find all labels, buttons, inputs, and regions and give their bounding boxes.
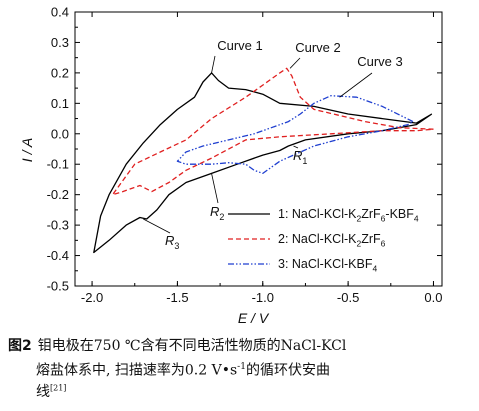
- legend-label-2: 2: NaCl-KCl-K2ZrF6: [278, 232, 386, 249]
- r3-label: R3: [165, 233, 179, 251]
- curve1-leader: [211, 55, 216, 73]
- curve1-label: Curve 1: [217, 38, 263, 53]
- caption-line2-sup: -1: [237, 362, 246, 372]
- r1-subscript: 1: [302, 156, 307, 166]
- x-tick-label: -1.0: [252, 290, 274, 305]
- y-tick-label: -0.5: [47, 279, 69, 294]
- figure-label: 图2: [8, 338, 32, 354]
- caption-line3: 线[21]: [8, 382, 470, 403]
- y-tick-label: 0.3: [51, 35, 69, 50]
- r1-label: R1: [293, 148, 307, 166]
- caption-line2: 熔盐体系中, 扫描速率为0.2 V•s-1的循环伏安曲: [8, 357, 470, 382]
- x-axis-label: E / V: [238, 310, 270, 326]
- x-tick-label: -2.0: [81, 290, 103, 305]
- curve3-leader: [339, 72, 373, 98]
- caption-line2-b: 的循环伏安曲: [245, 362, 330, 379]
- r3-subscript: 3: [174, 241, 179, 251]
- y-tick-label: -0.1: [47, 157, 69, 172]
- r2-subscript: 2: [219, 212, 224, 222]
- legend: 1: NaCl-KCl-K2ZrF6-KBF4 2: NaCl-KCl-K2ZrF…: [228, 207, 419, 274]
- curve2-label: Curve 2: [295, 40, 341, 55]
- r2-label: R2: [210, 204, 224, 222]
- y-tick-label: -0.2: [47, 187, 69, 202]
- y-tick-label: 0.1: [51, 96, 69, 111]
- r1-leader: [293, 145, 299, 149]
- r3-leader: [143, 218, 171, 234]
- curve3-label: Curve 3: [357, 54, 403, 69]
- y-tick-label: 0.4: [51, 5, 69, 20]
- caption-line3-text: 线: [36, 383, 50, 400]
- legend-label-3: 3: NaCl-KCl-KBF4: [278, 257, 377, 274]
- caption-citation: [21]: [50, 383, 67, 392]
- y-tick-label: -0.3: [47, 218, 69, 233]
- y-tick-label: 0.2: [51, 65, 69, 80]
- series-line-3: [176, 95, 414, 175]
- x-tick-label: -0.5: [337, 290, 359, 305]
- x-tick-label: -1.5: [166, 290, 188, 305]
- r2-leader: [211, 173, 219, 204]
- figure-caption: 图2 钼电极在750 ℃含有不同电活性物质的NaCl-KCl 熔盐体系中, 扫描速…: [8, 336, 470, 403]
- y-axis-label: I / A: [19, 138, 35, 162]
- legend-label-1: 1: NaCl-KCl-K2ZrF6-KBF4: [278, 207, 419, 224]
- caption-line2-a: 熔盐体系中, 扫描速率为0.2 V•s: [36, 362, 238, 379]
- cyclic-voltammetry-chart: -2.0 -1.5 -1.0 -0.5 0.0 -0.5 -0.4 -0.3 -0.2 -0.1 0…: [19, 5, 443, 327]
- curve2-leader: [289, 57, 301, 69]
- series-line-1: [93, 72, 433, 254]
- y-tick-label: 0.0: [51, 126, 69, 141]
- y-tick-label: -0.4: [47, 248, 69, 263]
- caption-line1: 钼电极在750 ℃含有不同电活性物质的NaCl-KCl: [37, 338, 347, 354]
- x-tick-label: 0.0: [424, 290, 442, 305]
- series-line-2: [111, 67, 434, 196]
